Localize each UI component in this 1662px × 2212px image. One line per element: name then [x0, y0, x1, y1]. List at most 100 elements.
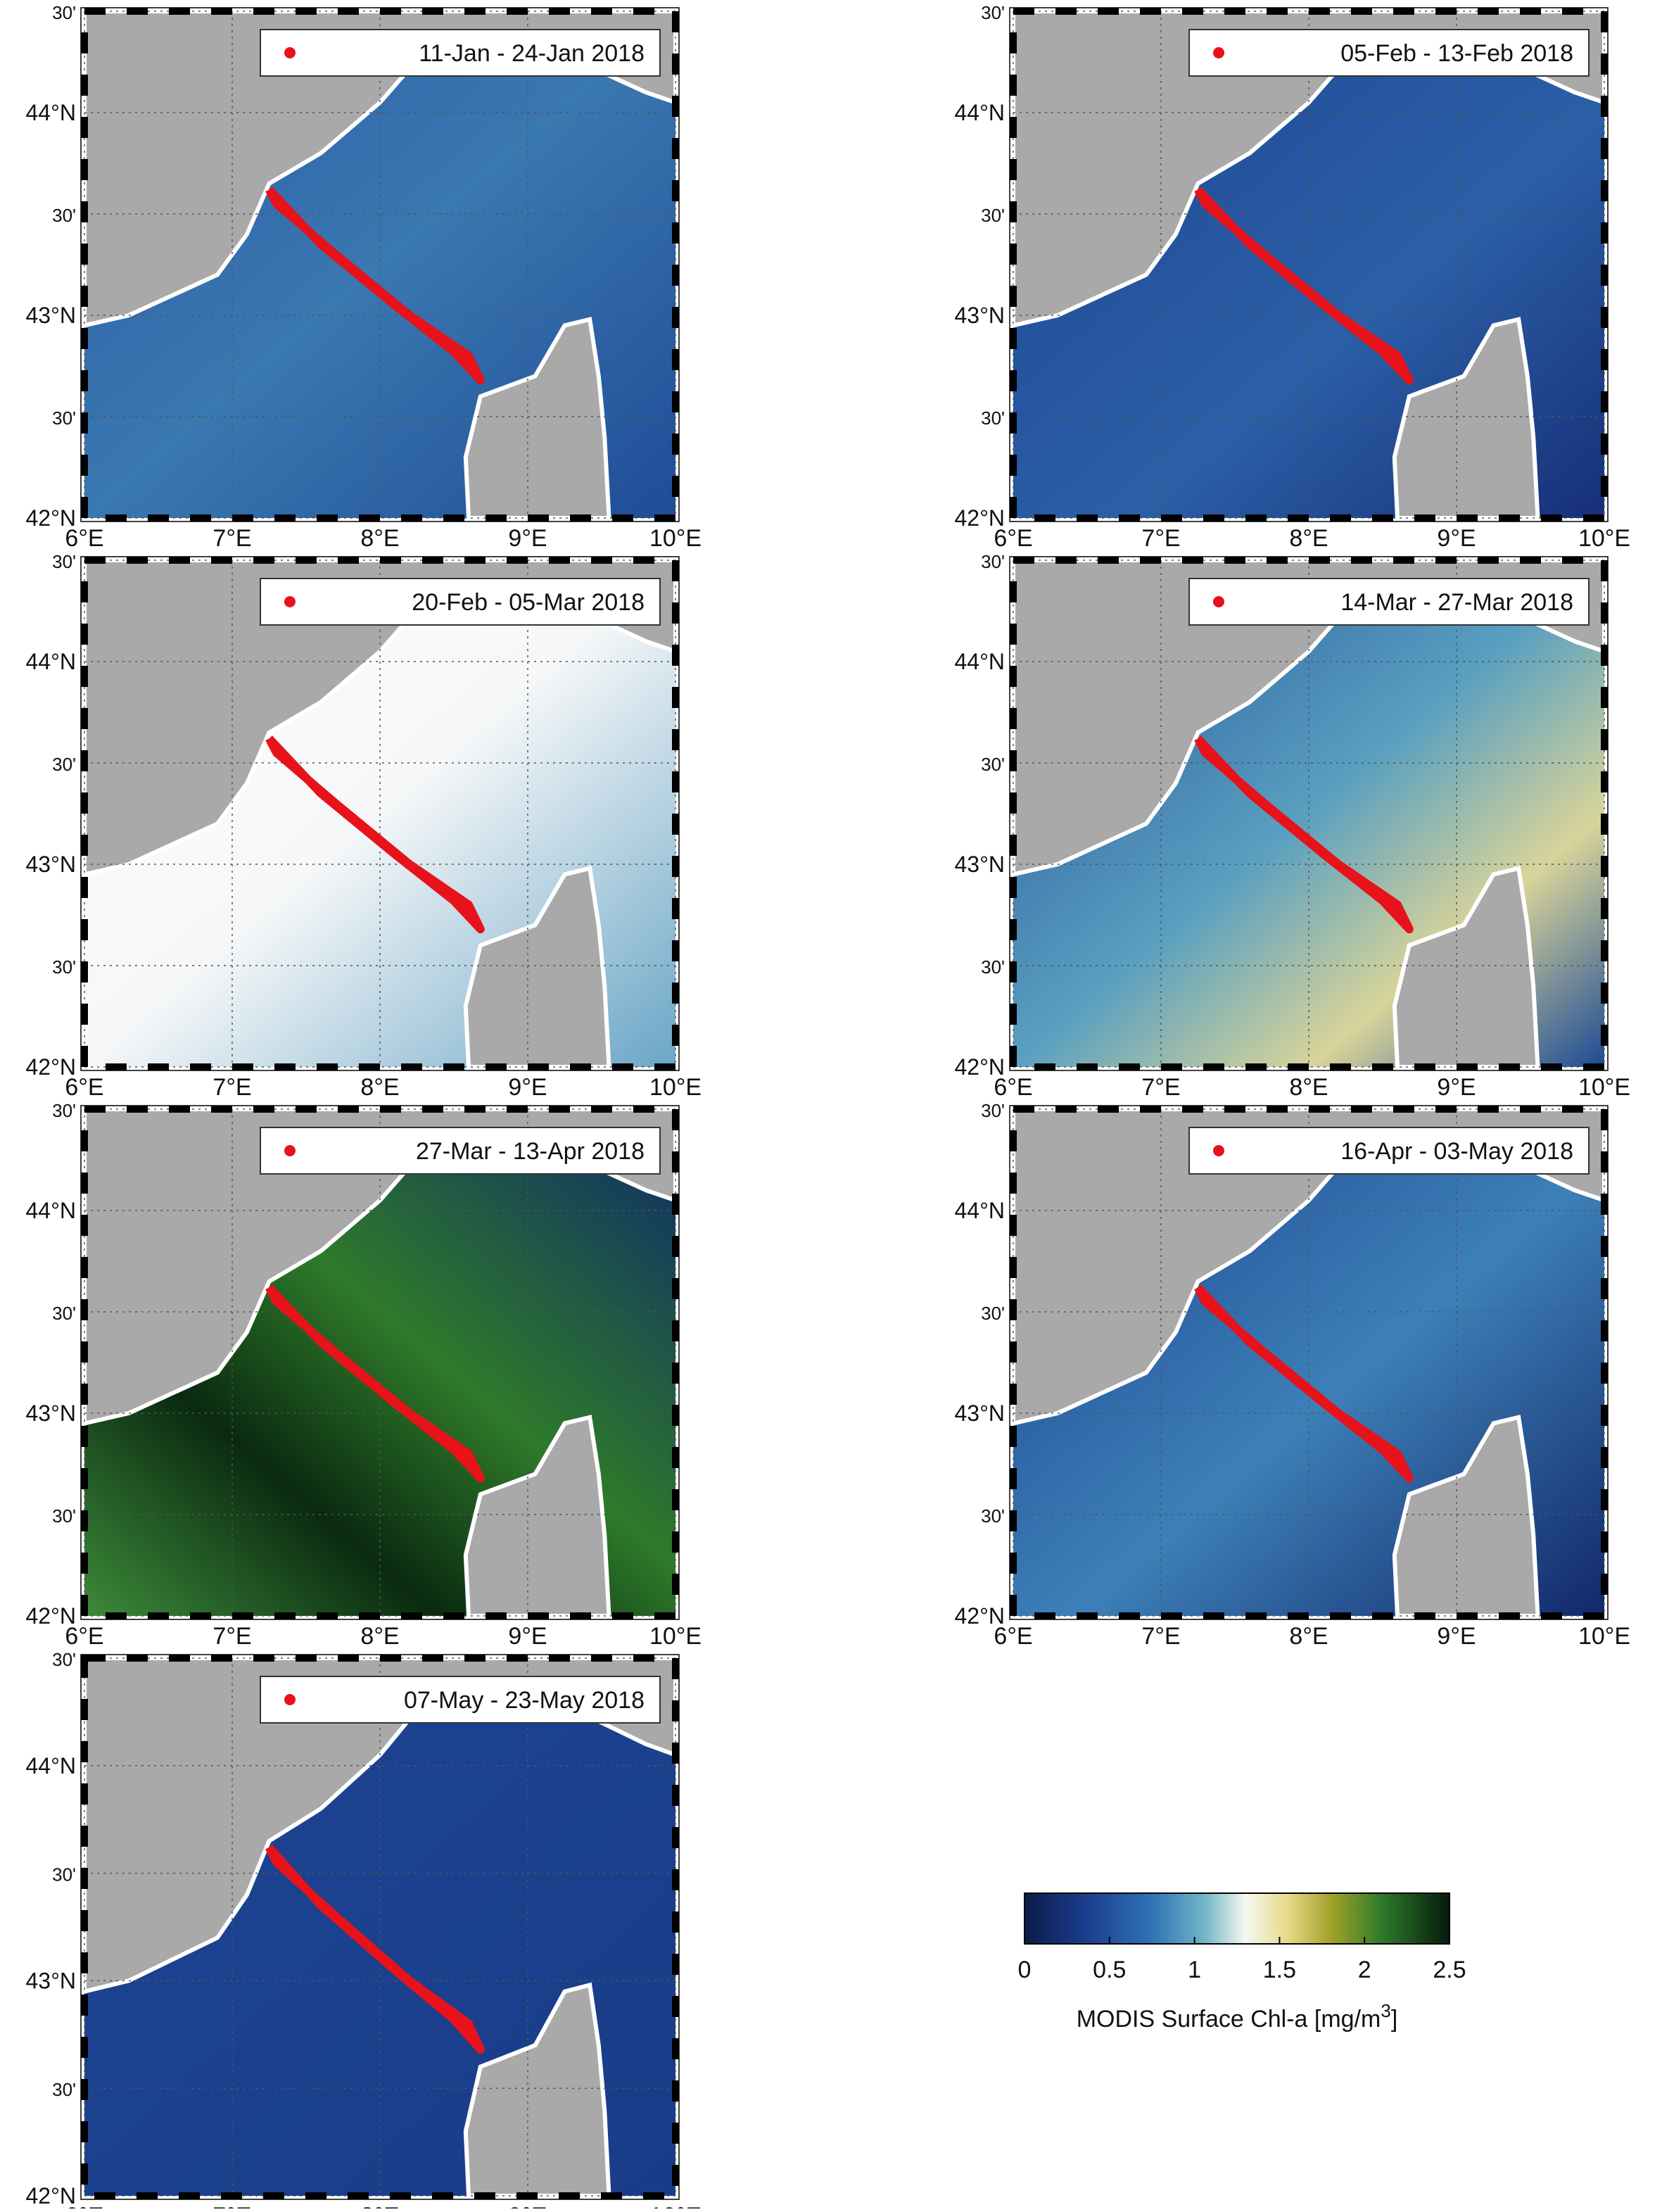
frame: [1010, 557, 1608, 1070]
lon-tick-label: 10°E: [649, 2203, 702, 2208]
lat-tick-label: 44°N: [26, 1753, 77, 1778]
frame-outline: [80, 1105, 680, 1620]
lon-tick-label: 7°E: [212, 1623, 251, 1650]
lat-tick-label: 44°N: [955, 100, 1006, 125]
lon-tick-label: 8°E: [1289, 525, 1328, 552]
lat-tick-label: 43°N: [955, 303, 1006, 328]
lon-tick-label: 7°E: [212, 525, 251, 552]
legend-label: 27-Mar - 13-Apr 2018: [416, 1138, 645, 1165]
lon-tick-label: 8°E: [360, 525, 399, 552]
lat-tick-label: 44°N: [955, 649, 1006, 674]
legend-box: [1188, 29, 1590, 77]
colorbar-tick-label: 1: [1188, 1957, 1201, 1983]
lat-tick-label: 30': [52, 1864, 76, 1885]
lon-tick-label: 8°E: [1289, 1074, 1328, 1101]
lon-tick-label: 6°E: [65, 1074, 103, 1101]
legend-box: [1188, 578, 1590, 626]
colorbar-tick-label: 2: [1358, 1957, 1371, 1983]
lon-tick-label: 7°E: [212, 1074, 251, 1101]
land-corsica: [1392, 1415, 1540, 1618]
frame: [81, 1106, 679, 1619]
lat-tick-label: 30': [52, 407, 76, 429]
frame: [1010, 8, 1608, 522]
lat-tick-label: 30': [52, 551, 76, 572]
lat-tick-label: 30': [981, 1505, 1005, 1527]
lat-tick-label: 30': [52, 2079, 76, 2100]
land-corsica: [463, 1982, 611, 2198]
lat-tick-label: 42°N: [26, 1603, 77, 1629]
frame-outline: [80, 556, 680, 1071]
lon-tick-label: 10°E: [1578, 1623, 1630, 1650]
land-corsica: [463, 317, 611, 520]
map-panel: 6°E 7°E 8°E 9°E 10°E 42°N 30' 43°N 30' 44°N 30' 11-…: [26, 2, 702, 552]
lon-tick-label: 9°E: [1437, 1074, 1476, 1101]
glider-track: [1194, 735, 1414, 934]
lon-tick-label: 7°E: [1141, 1074, 1180, 1101]
lon-tick-label: 9°E: [508, 1074, 547, 1101]
lat-tick-label: 30': [981, 551, 1005, 572]
lat-tick-label: 30': [981, 1303, 1005, 1324]
lat-tick-label: 30': [52, 754, 76, 775]
lat-tick-label: 30': [52, 1100, 76, 1121]
legend-label: 05-Feb - 13-Feb 2018: [1340, 40, 1573, 67]
lon-tick-label: 7°E: [212, 2203, 251, 2208]
lat-tick-label: 44°N: [955, 1198, 1006, 1223]
lon-tick-label: 8°E: [360, 1623, 399, 1650]
legend-box: [260, 1676, 661, 1724]
lon-tick-label: 9°E: [1437, 525, 1476, 552]
glider-track: [265, 1284, 485, 1483]
legend-marker: [284, 1694, 296, 1705]
colorbar-tick-label: 1.5: [1263, 1957, 1296, 1983]
frame-outline: [1009, 7, 1609, 522]
lon-tick-label: 9°E: [508, 2203, 547, 2208]
label-sup: 3: [1381, 2000, 1390, 2021]
lat-tick-label: 42°N: [26, 2183, 77, 2208]
lon-tick-label: 10°E: [649, 1623, 702, 1650]
frame-outline: [1009, 556, 1609, 1071]
lon-tick-label: 7°E: [1141, 525, 1180, 552]
lat-tick-label: 30': [981, 956, 1005, 978]
legend-box: [260, 1127, 661, 1175]
legend-box: [260, 29, 661, 77]
map-panel: 6°E 7°E 8°E 9°E 10°E 42°N 30' 43°N 30' 44°N 30' 16-…: [955, 1100, 1631, 1650]
frame: [81, 557, 679, 1070]
legend-label: 14-Mar - 27-Mar 2018: [1340, 589, 1573, 616]
lat-tick-label: 44°N: [26, 100, 77, 125]
lon-tick-label: 6°E: [994, 1074, 1032, 1101]
lon-tick-label: 7°E: [1141, 1623, 1180, 1650]
legend-marker: [1213, 596, 1224, 607]
lon-tick-label: 8°E: [1289, 1623, 1328, 1650]
lat-tick-label: 44°N: [26, 1198, 77, 1223]
map-panel: 6°E 7°E 8°E 9°E 10°E 42°N 30' 43°N 30' 44°N 30' 27-…: [26, 1100, 702, 1650]
land-corsica: [463, 866, 611, 1069]
lat-tick-label: 30': [981, 205, 1005, 226]
colorbar-tick-label: 0.5: [1093, 1957, 1126, 1983]
frame: [1010, 1106, 1608, 1619]
map-panel: 6°E 7°E 8°E 9°E 10°E 42°N 30' 43°N 30' 44°N 30' 14-…: [955, 551, 1631, 1101]
lat-tick-label: 42°N: [955, 1603, 1006, 1629]
frame-outline: [80, 1654, 680, 2200]
glider-track: [265, 1844, 485, 2054]
lon-tick-label: 9°E: [508, 1623, 547, 1650]
legend-label: 07-May - 23-May 2018: [404, 1687, 645, 1714]
legend-box: [260, 578, 661, 626]
lat-tick-label: 30': [52, 2, 76, 23]
lat-tick-label: 43°N: [955, 852, 1006, 877]
land-corsica: [463, 1415, 611, 1618]
glider-track: [1194, 187, 1414, 385]
lon-tick-label: 10°E: [1578, 525, 1630, 552]
lat-tick-label: 43°N: [26, 852, 77, 877]
legend-box: [1188, 1127, 1590, 1175]
lat-tick-label: 42°N: [955, 505, 1006, 531]
colorbar-label: MODIS Surface Chl-a [mg/m3]: [1077, 2000, 1398, 2033]
lat-tick-label: 30': [981, 2, 1005, 23]
lat-tick-label: 30': [52, 1303, 76, 1324]
legend-marker: [284, 47, 296, 58]
frame-outline: [1009, 1105, 1609, 1620]
lon-tick-label: 9°E: [508, 525, 547, 552]
lat-tick-label: 30': [52, 1505, 76, 1527]
lat-tick-label: 30': [981, 754, 1005, 775]
lat-tick-label: 42°N: [955, 1054, 1006, 1080]
lat-tick-label: 43°N: [955, 1401, 1006, 1426]
